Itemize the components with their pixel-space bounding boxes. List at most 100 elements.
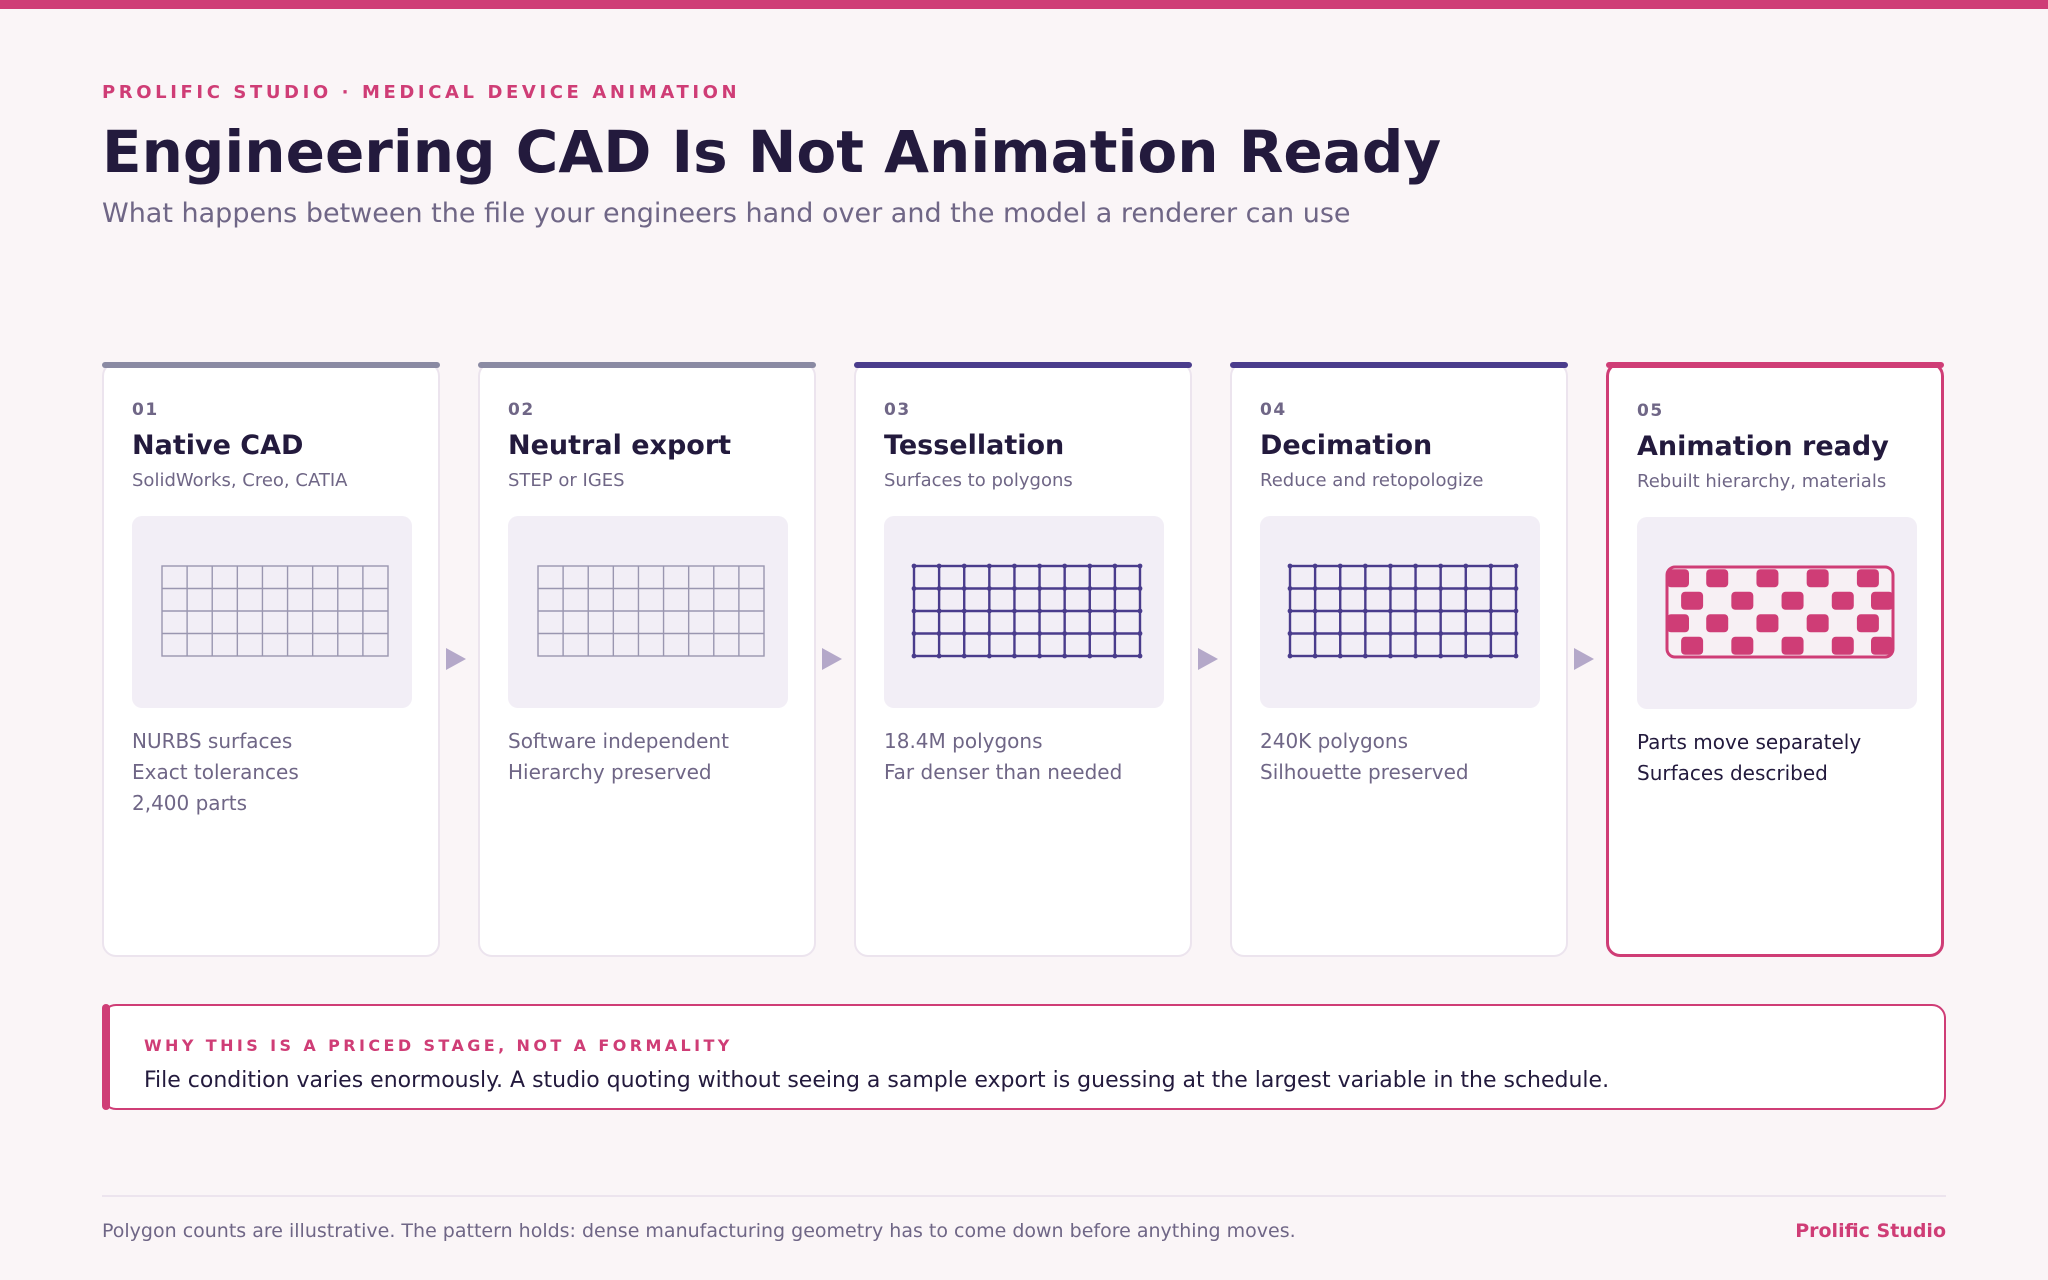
mesh-vertex [1087,631,1093,636]
mesh-vertex [1337,586,1343,591]
mesh-vertex [936,631,942,636]
mesh-vertex [1513,653,1519,659]
mesh-vertex [986,608,992,614]
callout-label: WHY THIS IS A PRICED STAGE, NOT A FORMAL… [144,1036,733,1055]
stage-title: Neutral export [508,430,732,461]
stage-number: 02 [508,400,535,420]
flow-arrow-icon [822,648,842,670]
mesh-vertex [1438,608,1444,614]
mesh-vertex [1362,631,1368,636]
segmented-parts-icon [1665,565,1895,659]
part-block [1871,591,1893,610]
mesh-vertex [1062,653,1068,659]
mesh-vertex [1312,653,1318,659]
mesh-vertex [911,563,917,569]
part-block [1781,591,1804,610]
mesh-vertex [1337,653,1343,659]
stage-number: 01 [132,400,159,420]
dense-mesh-icon [911,563,1143,659]
mesh-vertex [1112,586,1118,591]
mesh-vertex [986,653,992,659]
mesh-vertex [1488,653,1494,659]
mesh-vertex [1463,608,1469,614]
mesh-vertex [961,631,967,636]
mesh-vertex [1112,563,1118,569]
mesh-vertex [1463,563,1469,569]
footer-brand: Prolific Studio [1795,1220,1946,1242]
mesh-vertex [1513,608,1519,614]
part-block [1781,636,1804,655]
part-block [1706,614,1729,633]
stage-notes: Software independent Hierarchy preserved [508,726,729,788]
mesh-vertex [1362,653,1368,659]
mesh-vertex [1062,631,1068,636]
mesh-vertex [1438,563,1444,569]
part-block [1756,569,1779,588]
part-block [1667,614,1689,633]
stage-visual-panel [132,516,412,708]
stage-title: Animation ready [1637,431,1889,462]
mesh-vertex [1037,608,1042,614]
stage-visual-panel [508,516,788,708]
part-block [1806,614,1829,633]
mesh-vertex [1312,631,1318,636]
stage-card-native-cad: 01 Native CAD SolidWorks, Creo, CATIA NU… [102,362,440,957]
stage-card-animation-ready: 05 Animation ready Rebuilt hierarchy, ma… [1606,362,1944,957]
stage-number: 04 [1260,400,1287,420]
stage-subtitle: Reduce and retopologize [1260,470,1484,491]
stage-accent-line [1606,362,1944,368]
eyebrow-label: PROLIFIC STUDIO · MEDICAL DEVICE ANIMATI… [102,82,741,103]
part-block [1856,614,1879,633]
stage-title: Decimation [1260,430,1433,461]
mesh-vertex [1488,631,1494,636]
callout-box: WHY THIS IS A PRICED STAGE, NOT A FORMAL… [102,1004,1946,1110]
mesh-vertex [961,586,967,591]
stage-note: Exact tolerances [132,760,299,784]
mesh-vertex [1362,586,1368,591]
stage-note: 2,400 parts [132,791,248,815]
mesh-vertex [961,653,967,659]
mesh-vertex [911,608,917,614]
mesh-vertex [1087,563,1093,569]
mesh-vertex [1513,631,1519,636]
mesh-vertex [1287,586,1293,591]
stage-note: Surfaces described [1637,761,1828,785]
mesh-vertex [1337,631,1343,636]
stage-accent-line [854,362,1192,368]
mesh-vertex [1137,631,1143,636]
mesh-vertex [1137,563,1143,569]
stage-subtitle: SolidWorks, Creo, CATIA [132,470,348,491]
mesh-vertex [1388,653,1393,659]
mesh-vertex [986,631,992,636]
mesh-vertex [1337,563,1343,569]
stage-note: NURBS surfaces [132,729,293,753]
part-block [1756,614,1779,633]
page-title: Engineering CAD Is Not Animation Ready [102,118,1442,186]
parts-outline [1665,565,1895,659]
stage-notes: 240K polygons Silhouette preserved [1260,726,1469,788]
mesh-vertex [1438,653,1444,659]
mesh-vertex [936,608,942,614]
mesh-vertex [1037,563,1042,569]
mesh-vertex [1087,653,1093,659]
mesh-vertex [1413,586,1418,591]
mesh-vertex [936,653,942,659]
stage-number: 03 [884,400,911,420]
mesh-vertex [1062,608,1068,614]
mesh-vertex [1012,631,1017,636]
mesh-vertex [961,563,967,569]
part-block [1871,636,1893,655]
flow-arrow-icon [1198,648,1218,670]
mesh-vertex [1112,608,1118,614]
part-block [1706,569,1729,588]
part-block [1731,636,1754,655]
mesh-vertex [1413,653,1418,659]
mesh-vertex [986,563,992,569]
mesh-vertex [1488,608,1494,614]
stage-visual-panel [1637,517,1917,709]
mesh-vertex [1388,563,1393,569]
mesh-vertex [1012,563,1017,569]
stage-notes: NURBS surfaces Exact tolerances 2,400 pa… [132,726,299,819]
mesh-vertex [1388,631,1393,636]
stage-title: Tessellation [884,430,1065,461]
